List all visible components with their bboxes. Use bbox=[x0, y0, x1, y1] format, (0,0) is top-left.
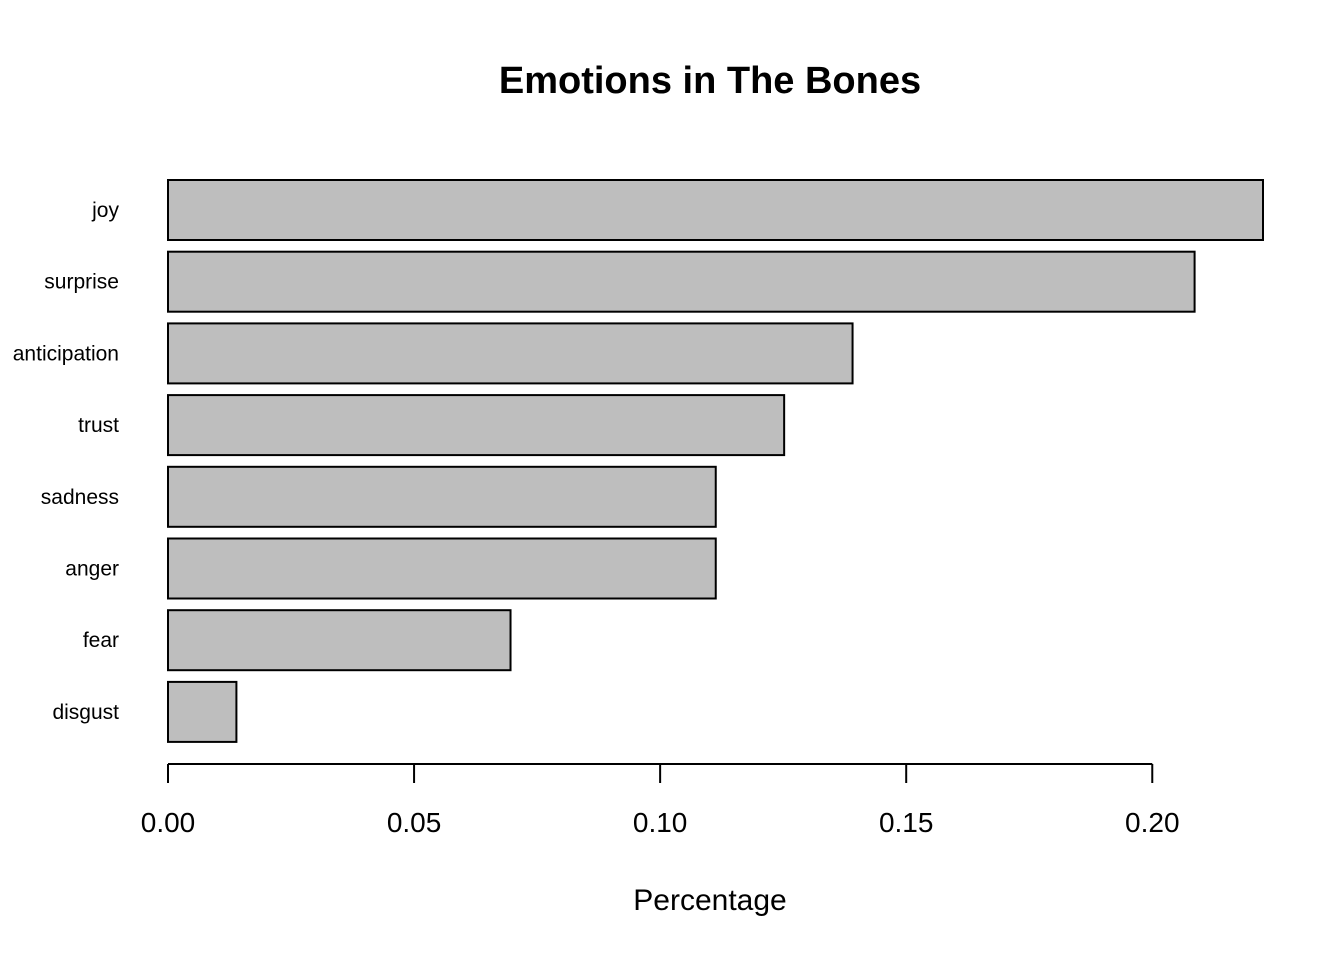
x-tick-label: 0.00 bbox=[141, 807, 196, 838]
bar-anticipation bbox=[167, 322, 854, 385]
bars-group bbox=[167, 179, 1264, 743]
x-tick-label: 0.20 bbox=[1125, 807, 1180, 838]
category-label-sadness: sadness bbox=[41, 486, 119, 509]
bar-surprise bbox=[167, 250, 1196, 313]
x-axis: 0.00 0.05 0.10 0.15 0.20 bbox=[141, 763, 1180, 838]
category-label-fear: fear bbox=[83, 629, 119, 652]
bar-disgust bbox=[167, 680, 238, 743]
category-label-anticipation: anticipation bbox=[13, 342, 119, 365]
x-tick-label: 0.15 bbox=[879, 807, 934, 838]
category-label-anger: anger bbox=[65, 558, 119, 581]
x-tick-label: 0.10 bbox=[633, 807, 688, 838]
category-label-disgust: disgust bbox=[52, 701, 119, 724]
category-labels-group: joy surprise anticipation trust sadness anger… bbox=[13, 199, 120, 724]
bar-anger bbox=[167, 537, 717, 600]
bar-sadness bbox=[167, 465, 717, 528]
category-label-surprise: surprise bbox=[44, 271, 119, 294]
bar-fear bbox=[167, 609, 512, 672]
category-label-joy: joy bbox=[91, 199, 119, 222]
category-label-trust: trust bbox=[78, 414, 119, 437]
chart-title: Emotions in The Bones bbox=[499, 60, 921, 102]
x-tick-label: 0.05 bbox=[387, 807, 442, 838]
bar-trust bbox=[167, 394, 786, 457]
x-axis-title: Percentage bbox=[633, 884, 786, 917]
bar-joy bbox=[167, 179, 1264, 241]
